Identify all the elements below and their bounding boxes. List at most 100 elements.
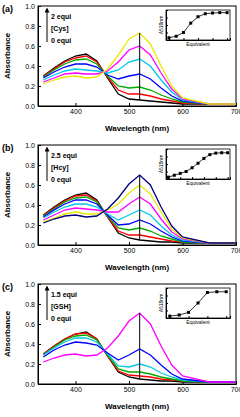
tick xyxy=(226,316,227,318)
annotation: 2 equi xyxy=(51,13,71,21)
inset-plot-area xyxy=(168,290,227,317)
inset-point xyxy=(178,314,181,317)
x-axis: 400500600700 xyxy=(39,381,240,393)
annotation: [Cys] xyxy=(51,25,69,33)
inset: EquivalentA518nm xyxy=(158,288,231,325)
tick-mark xyxy=(166,10,168,11)
tick-mark xyxy=(166,179,168,180)
tick-label: 0.6 xyxy=(25,182,35,189)
annotation-arrow xyxy=(47,288,48,320)
tick-mark xyxy=(38,304,41,305)
inset-point xyxy=(208,153,211,156)
inset-point xyxy=(218,11,221,14)
inset-y-axis xyxy=(166,150,168,180)
annotation: 2.5 equi xyxy=(51,152,77,160)
inset-point xyxy=(167,176,170,179)
tick xyxy=(213,38,214,40)
tick-mark xyxy=(198,38,199,40)
tick-mark xyxy=(192,177,193,179)
tick-mark xyxy=(166,288,168,289)
tick-mark xyxy=(38,324,41,325)
axis-line xyxy=(39,7,42,107)
tick-label: 0.8 xyxy=(25,301,35,308)
inset-x-title: Equivalent xyxy=(186,180,210,186)
tick-label: 0.0 xyxy=(25,103,35,110)
axis-line xyxy=(167,150,169,180)
tick-label: 0.8 xyxy=(25,162,35,169)
x-axis-title: Wavelength (nm) xyxy=(105,124,169,133)
inset-y-title: A518nm xyxy=(158,155,164,174)
tick-label: 700 xyxy=(231,247,240,254)
tick-mark xyxy=(38,46,41,47)
tick: 0.2 xyxy=(25,361,41,368)
y-axis: 0.00.20.40.60.81.0 xyxy=(25,3,41,110)
spectrum-line xyxy=(43,175,236,243)
tick-label: 400 xyxy=(70,247,82,254)
inset-point xyxy=(185,170,188,173)
tick-mark xyxy=(166,157,168,158)
tick-mark xyxy=(129,242,130,245)
tick-mark xyxy=(166,18,168,19)
tick-mark xyxy=(166,40,168,41)
tick xyxy=(166,25,168,26)
tick-label: 0.8 xyxy=(25,23,35,30)
tick: 600 xyxy=(177,103,189,115)
inset-frame xyxy=(166,149,230,179)
spectrum-line xyxy=(43,313,236,382)
tick xyxy=(228,177,229,179)
figure: 4005006007000.00.20.40.60.81.0(a)Wavelen… xyxy=(0,0,240,417)
tick xyxy=(189,316,190,318)
tick-label: 600 xyxy=(177,108,189,115)
axis-line xyxy=(39,146,42,246)
tick-mark xyxy=(38,145,41,146)
inset-point xyxy=(206,291,209,294)
inset-point xyxy=(225,290,228,293)
x-axis: 400 500 600 700 xyxy=(39,242,240,254)
tick-label: 0.4 xyxy=(25,202,35,209)
tick-mark xyxy=(38,225,41,226)
tick: 400 xyxy=(70,242,82,254)
spectrum-line xyxy=(43,33,236,104)
inset-frame xyxy=(166,288,230,318)
tick-mark xyxy=(236,103,237,106)
tick xyxy=(180,177,181,179)
tick-label: 500 xyxy=(124,247,136,254)
tick-label: 0.6 xyxy=(25,43,35,50)
tick-mark xyxy=(166,311,168,312)
inset-point xyxy=(175,35,178,38)
inset-point xyxy=(226,11,229,14)
tick xyxy=(227,38,228,40)
inset-point xyxy=(173,174,176,177)
annotation: 0 equi xyxy=(51,37,71,45)
tick: 0.4 xyxy=(25,63,41,70)
tick: 0.0 xyxy=(25,103,41,110)
tick-mark xyxy=(189,316,190,318)
tick-label: 400 xyxy=(70,108,82,115)
inset: Equivalent A518nm xyxy=(158,149,231,186)
tick-mark xyxy=(38,284,41,285)
x-axis: 400500600700 xyxy=(39,103,240,115)
tick xyxy=(166,311,168,312)
inset-point xyxy=(220,151,223,154)
panel: 4005006007000.00.20.40.60.81.0(a)Wavelen… xyxy=(2,3,240,133)
inset-x-title: Equivalent xyxy=(186,41,210,47)
inset-y-title: A518nm xyxy=(158,16,164,35)
inset-frame xyxy=(166,10,230,40)
tick xyxy=(166,172,168,173)
inset-point xyxy=(226,151,229,154)
y-axis-title: Absorbance xyxy=(3,32,12,79)
tick-mark xyxy=(204,177,205,179)
inset-point xyxy=(214,152,217,155)
tick-mark xyxy=(75,242,76,245)
tick-label: 500 xyxy=(124,108,136,115)
inset-point xyxy=(189,22,192,25)
tick: 1.0 xyxy=(25,281,41,288)
plot-area xyxy=(43,175,236,243)
inset-point xyxy=(211,12,214,15)
tick-mark xyxy=(75,103,76,106)
tick-label: 400 xyxy=(70,386,82,393)
tick xyxy=(166,164,168,165)
tick: 600 xyxy=(177,242,189,254)
annotation-arrow xyxy=(47,10,48,42)
plot-area xyxy=(43,33,236,104)
